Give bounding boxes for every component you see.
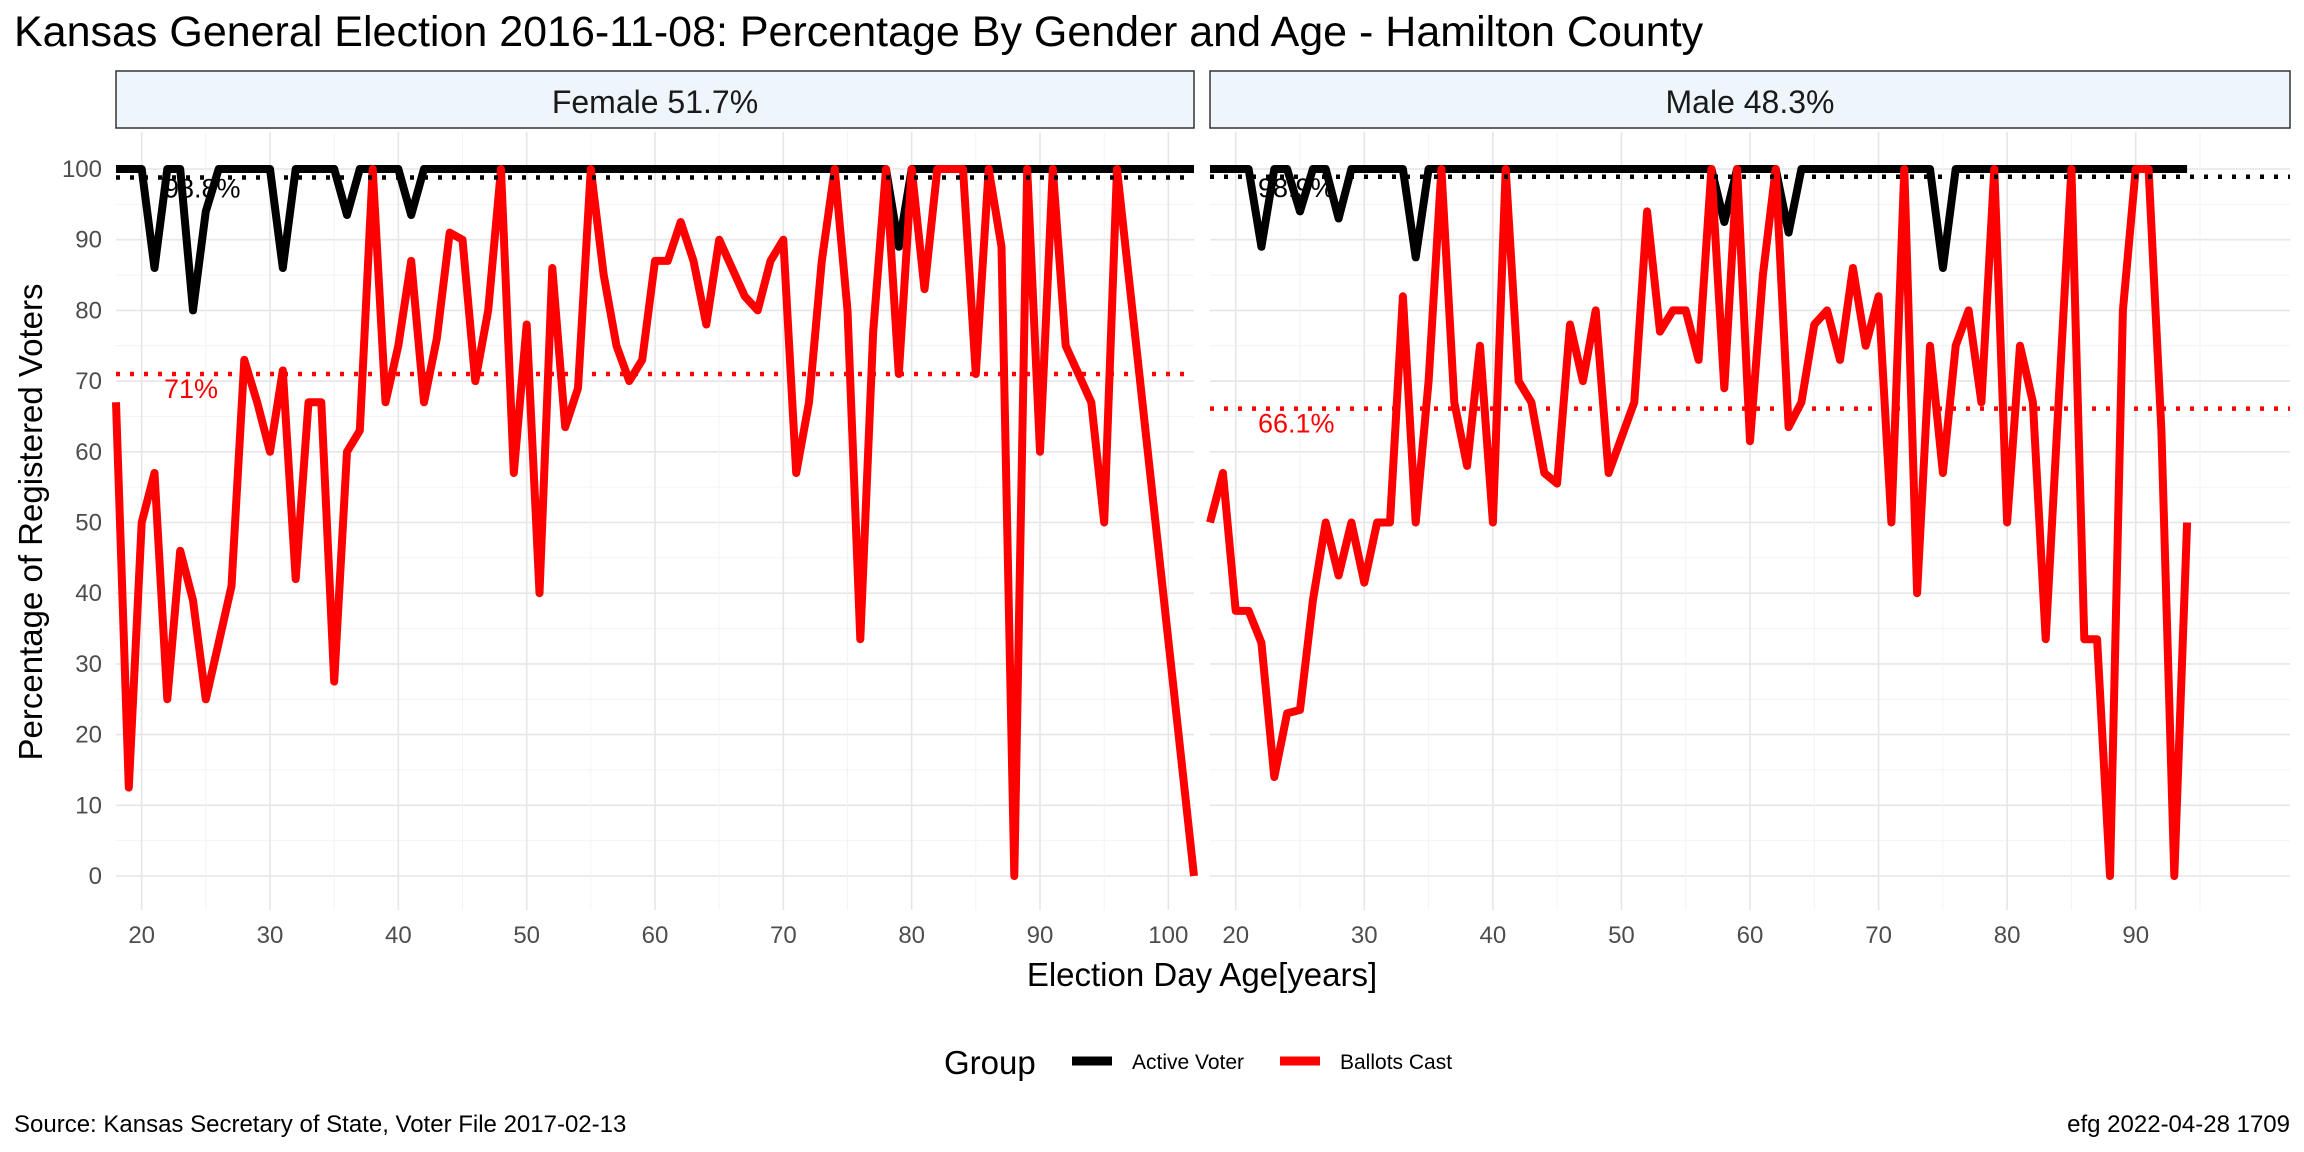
x-tick-label: 100 (1148, 922, 1188, 949)
panel-male: Male 48.3% 20 30 40 50 60 70 80 90 98.9% 66.1% (1206, 70, 2291, 949)
panel-strip-label: Male 48.3% (1666, 84, 1835, 120)
y-tick-label: 100 (62, 156, 102, 183)
legend-label-ballots-cast: Ballots Cast (1340, 1051, 1452, 1074)
legend-label-active-voter: Active Voter (1132, 1051, 1244, 1074)
y-tick-label: 90 (75, 227, 102, 254)
chart-title: Kansas General Election 2016-11-08: Perc… (14, 8, 1704, 56)
series-line-active-voter (116, 165, 1194, 315)
x-tick-label: 20 (1222, 922, 1249, 949)
y-tick-label: 80 (75, 297, 102, 324)
series-line-active-voter (1210, 165, 2188, 272)
x-tick-label: 40 (1480, 922, 1507, 949)
x-tick-label: 50 (513, 922, 540, 949)
credit-caption: efg 2022-04-28 1709 (2067, 1111, 2290, 1138)
y-tick-label: 70 (75, 368, 102, 395)
x-tick-label: 30 (257, 922, 284, 949)
x-tick-label: 70 (1865, 922, 1892, 949)
y-tick-label: 60 (75, 439, 102, 466)
x-tick-label: 70 (770, 922, 797, 949)
series-line-ballots-cast (112, 165, 1198, 880)
y-axis-title: Percentage of Registered Voters (12, 284, 49, 761)
x-tick-label: 90 (1027, 922, 1054, 949)
x-tick-label: 50 (1608, 922, 1635, 949)
x-tick-label: 80 (1994, 922, 2021, 949)
legend-title: Group (944, 1044, 1036, 1081)
source-caption: Source: Kansas Secretary of State, Voter… (14, 1111, 626, 1138)
y-tick-label: 50 (75, 510, 102, 537)
legend: Group Active Voter Ballots Cast (944, 1044, 1452, 1081)
y-tick-label: 40 (75, 580, 102, 607)
reference-label: 66.1% (1258, 409, 1335, 439)
x-tick-label: 80 (898, 922, 925, 949)
x-axis-title: Election Day Age[years] (1027, 956, 1377, 993)
y-tick-label: 20 (75, 722, 102, 749)
x-tick-label: 30 (1351, 922, 1378, 949)
panel-strip (1209, 70, 2291, 129)
x-tick-label: 60 (642, 922, 669, 949)
reference-label: 98.9% (1258, 173, 1335, 203)
reference-label: 98.8% (164, 173, 241, 203)
panel-strip-label: Female 51.7% (552, 84, 758, 120)
y-tick-label: 30 (75, 651, 102, 678)
y-tick-label: 0 (89, 863, 102, 890)
x-tick-label: 20 (128, 922, 155, 949)
panel-female: Female 51.7% 0 10 20 30 40 50 60 70 80 90 100 20 30 40… (62, 70, 1198, 949)
series-line-ballots-cast (1206, 165, 2192, 880)
y-tick-label: 10 (75, 792, 102, 819)
panel-strip (115, 70, 1195, 129)
chart-panels: Female 51.7% 0 10 20 30 40 50 60 70 80 90 100 20 30 40… (62, 70, 2291, 949)
reference-label: 71% (164, 374, 218, 404)
x-tick-label: 40 (385, 922, 412, 949)
x-tick-label: 60 (1737, 922, 1764, 949)
x-tick-label: 90 (2122, 922, 2149, 949)
